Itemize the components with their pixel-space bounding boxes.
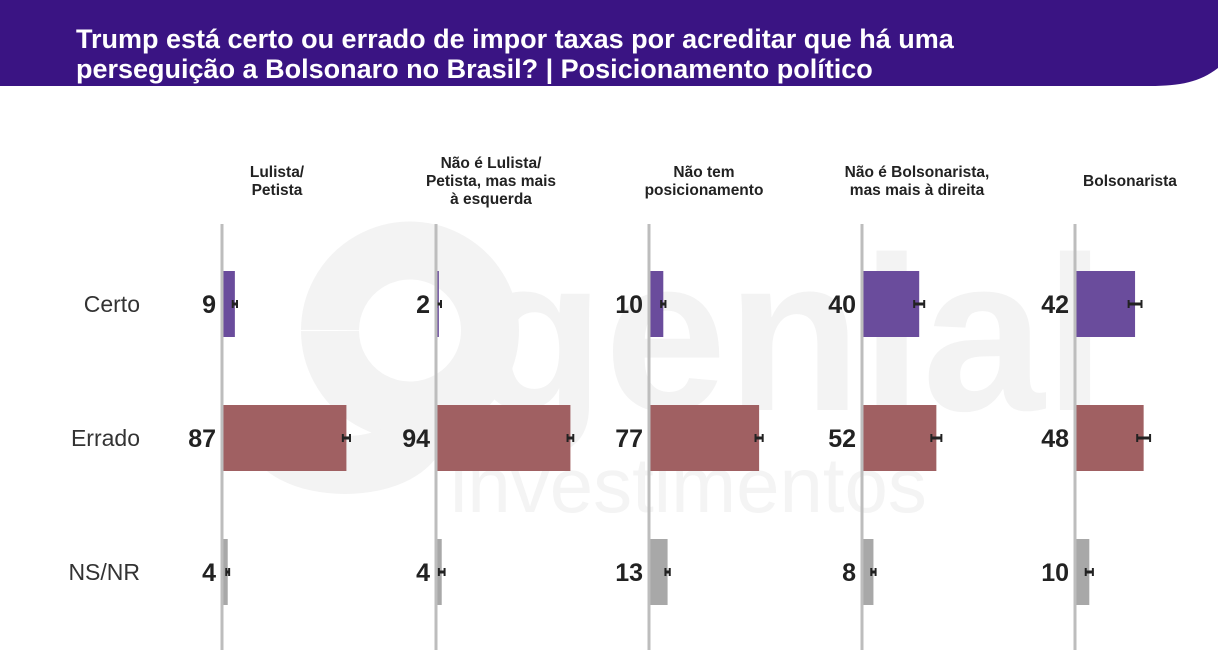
value-label-3-0: 40 — [828, 291, 856, 319]
bar-3-1 — [862, 405, 937, 471]
facet-label-3: Não é Bolsonarista, mas mais à direita — [845, 164, 990, 199]
facet-label-4: Bolsonarista — [1083, 173, 1177, 190]
bar-4-2 — [1075, 539, 1090, 605]
bar-0-1 — [222, 405, 347, 471]
value-label-0-0: 9 — [202, 291, 216, 319]
bar-2-2 — [649, 539, 668, 605]
bar-3-2 — [862, 539, 874, 605]
value-label-4-0: 42 — [1041, 291, 1069, 319]
value-label-1-0: 2 — [416, 291, 430, 319]
value-label-4-1: 48 — [1041, 425, 1069, 453]
row-label-2: NS/NR — [68, 559, 140, 585]
value-label-1-2: 4 — [416, 559, 430, 587]
value-label-0-1: 87 — [188, 425, 216, 453]
value-label-2-0: 10 — [615, 291, 643, 319]
row-label-0: Certo — [84, 291, 140, 317]
chart-title-line-1: Trump está certo ou errado de impor taxa… — [76, 24, 954, 54]
bar-2-0 — [649, 271, 664, 337]
value-label-1-1: 94 — [402, 425, 430, 453]
facet-label-2: Não tem posicionamento — [645, 164, 764, 199]
header-band — [0, 0, 1218, 88]
bar-3-0 — [862, 271, 920, 337]
value-label-2-2: 13 — [615, 559, 643, 587]
bar-2-1 — [649, 405, 760, 471]
row-label-1: Errado — [71, 425, 140, 451]
value-label-4-2: 10 — [1041, 559, 1069, 587]
bar-0-2 — [222, 539, 228, 605]
chart-title-line-2: perseguição a Bolsonaro no Brasil? | Pos… — [76, 54, 873, 84]
facet-label-1: Não é Lulista/Petista, mas mais à esquerd… — [426, 155, 556, 208]
bar-4-0 — [1075, 271, 1136, 337]
facet-label-0: Lulista/Petista — [250, 164, 305, 199]
bar-4-1 — [1075, 405, 1144, 471]
value-label-3-2: 8 — [842, 559, 856, 587]
value-label-3-1: 52 — [828, 425, 856, 453]
chart-title: Trump está certo ou errado de impor taxa… — [76, 24, 1076, 84]
header-band-shape — [0, 0, 1218, 86]
value-label-0-2: 4 — [202, 559, 216, 587]
bar-1-1 — [436, 405, 571, 471]
bar-0-0 — [222, 271, 235, 337]
value-label-2-1: 77 — [615, 425, 643, 453]
